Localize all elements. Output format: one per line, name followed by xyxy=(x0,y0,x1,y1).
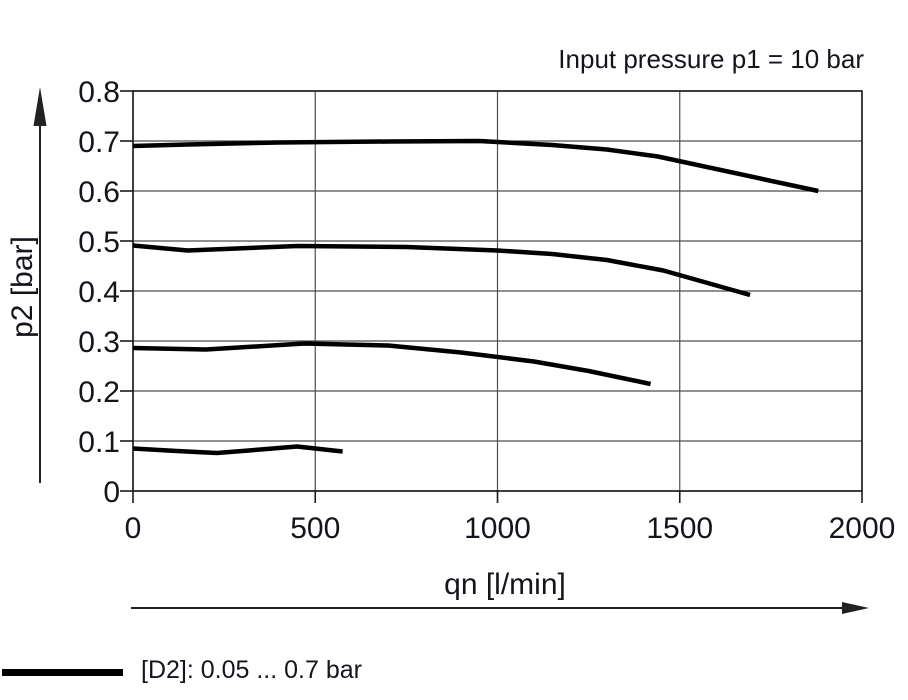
y-axis-arrowhead xyxy=(33,87,47,126)
data-curve-3 xyxy=(132,341,652,387)
data-curve-1 xyxy=(132,138,819,194)
data-curve-2 xyxy=(132,243,751,298)
y-tick-label: 0.5 xyxy=(78,226,120,259)
x-tick-label: 2000 xyxy=(828,512,896,545)
data-curve-4 xyxy=(132,444,343,456)
legend-line-swatch xyxy=(2,669,123,676)
x-axis-arrowhead xyxy=(842,602,869,614)
y-axis-title: p2 [bar] xyxy=(6,236,39,338)
x-tick-label: 1500 xyxy=(646,512,714,545)
y-tick-label: 0.4 xyxy=(78,276,120,309)
y-tick-label: 0.6 xyxy=(78,176,120,209)
y-tick-label: 0.3 xyxy=(78,326,120,359)
x-tick-label: 0 xyxy=(124,512,142,545)
legend-label: [D2]: 0.05 ... 0.7 bar xyxy=(141,656,362,684)
y-tick-label: 0.8 xyxy=(78,76,120,109)
chart-title: Input pressure p1 = 10 bar xyxy=(558,44,864,74)
y-tick-label: 0.7 xyxy=(78,126,120,159)
x-tick-label: 1000 xyxy=(464,512,531,545)
y-tick-label: 0.2 xyxy=(78,376,120,409)
y-tick-label: 0.1 xyxy=(78,426,120,459)
y-tick-label: 0 xyxy=(103,476,120,509)
x-tick-label: 500 xyxy=(290,512,341,545)
x-axis-title: qn [l/min] xyxy=(444,568,566,601)
